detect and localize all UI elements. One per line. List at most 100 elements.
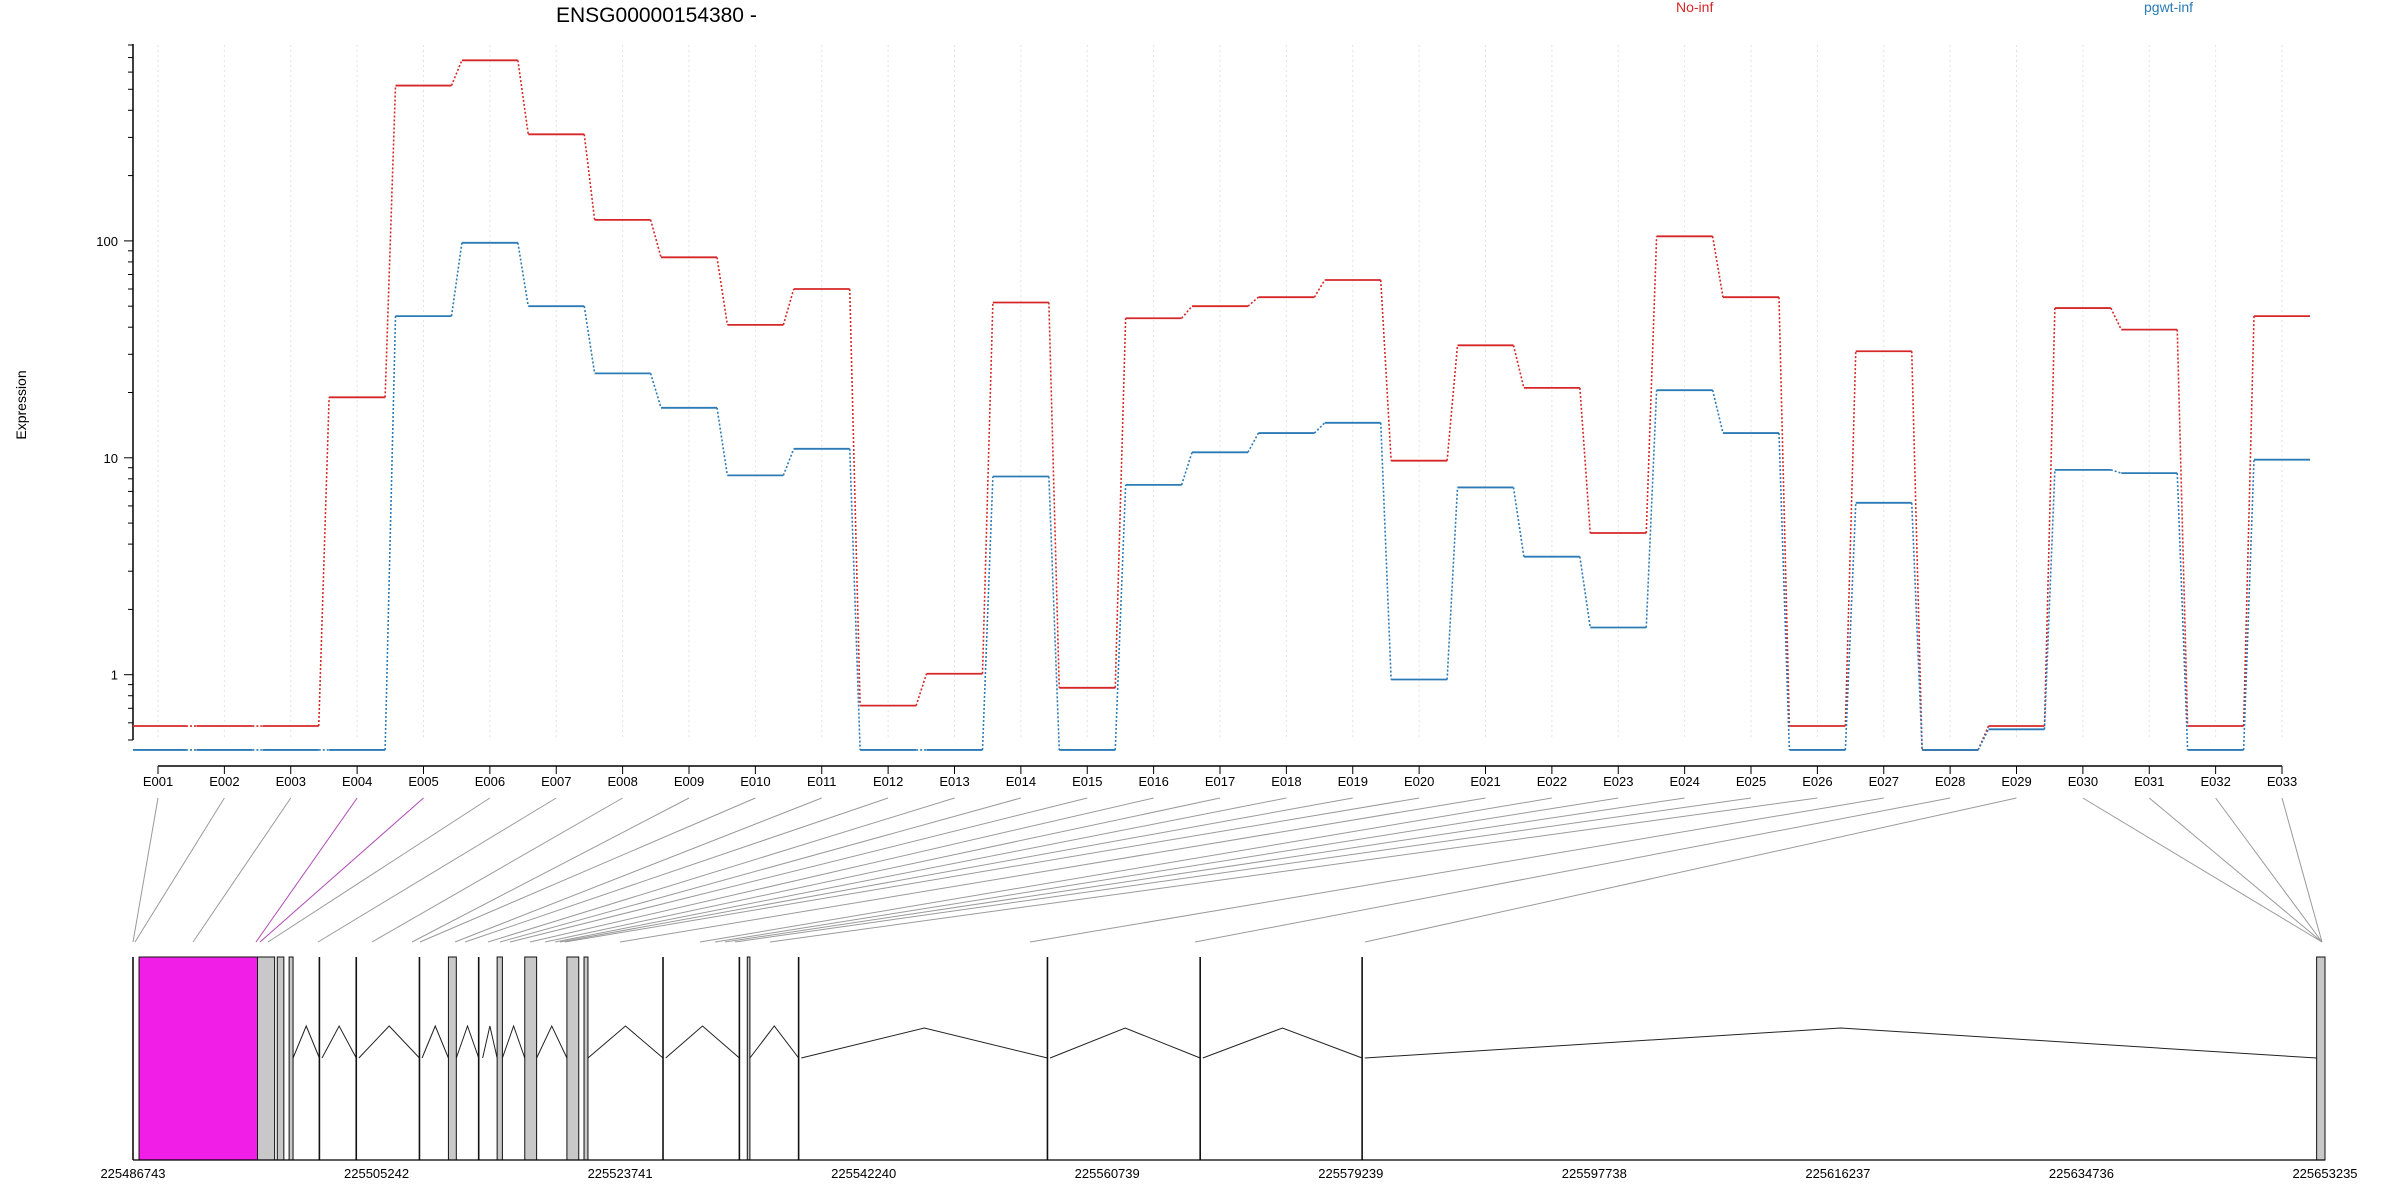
- series-connector: [384, 85, 397, 398]
- intron: [1364, 1027, 2317, 1059]
- exon-link-E032: [2215, 797, 2323, 943]
- exon-link-E011: [454, 797, 822, 943]
- series-connector: [848, 288, 861, 706]
- exon-link-E031: [2148, 797, 2323, 943]
- series-connector: [782, 448, 795, 476]
- exon-box: [276, 956, 285, 1161]
- exon-link-E028: [1194, 797, 1951, 943]
- series-connector: [1579, 556, 1592, 628]
- x-tick-label: E009: [674, 774, 704, 789]
- series-connector: [1645, 236, 1658, 534]
- x-tick-label: E014: [1006, 774, 1036, 789]
- x-tick-label: E022: [1537, 774, 1567, 789]
- x-tick-label: E025: [1736, 774, 1766, 789]
- series-connector: [517, 60, 530, 135]
- exon-box: [566, 956, 580, 1161]
- legend-no-inf: No-inf: [1676, 0, 1713, 15]
- x-tick-label: E004: [342, 774, 372, 789]
- exon-link-E015: [509, 797, 1088, 943]
- legend-pgwt-inf: pgwt-inf: [2144, 0, 2193, 15]
- exon-link-E027: [1029, 797, 1884, 943]
- exon-link-E017: [544, 797, 1221, 943]
- exon-link-E002: [134, 797, 225, 943]
- series-connector: [2043, 308, 2056, 727]
- genomic-tick-label: 225542240: [831, 1166, 896, 1181]
- x-tick-label: E003: [276, 774, 306, 789]
- series-lines: [133, 59, 2310, 751]
- x-tick-label: E031: [2134, 774, 2164, 789]
- y-tick-label: 1: [111, 668, 118, 683]
- intron: [749, 1025, 800, 1059]
- series-connector: [450, 242, 463, 317]
- exon-link-E022: [699, 797, 1552, 943]
- exon-link-E010: [419, 797, 756, 943]
- x-tick-label: E033: [2267, 774, 2297, 789]
- exon-box: [447, 956, 457, 1161]
- series-connector: [1048, 302, 1061, 688]
- series-connector: [1778, 297, 1791, 727]
- series-connector: [1910, 351, 1923, 750]
- x-tick-label: E002: [209, 774, 239, 789]
- genomic-tick-label: 225653235: [2292, 1166, 2357, 1181]
- series-connector: [2242, 459, 2255, 750]
- grid-lines: [157, 45, 2283, 740]
- series-connector: [517, 242, 530, 307]
- series-connector: [1247, 432, 1260, 453]
- series-connector: [649, 373, 662, 409]
- genomic-tick-label: 225579239: [1318, 1166, 1383, 1181]
- series-connector: [782, 288, 795, 326]
- exon-link-E020: [564, 797, 1420, 943]
- exon-box: [257, 956, 276, 1161]
- series-connector: [450, 60, 463, 86]
- series-connector: [2176, 329, 2189, 727]
- exon-box: [2316, 956, 2326, 1161]
- series-connector: [2110, 469, 2122, 474]
- exon-box: [746, 956, 751, 1161]
- x-tick-label: E032: [2200, 774, 2230, 789]
- exon-link-E013: [487, 797, 955, 943]
- series-connector: [1579, 387, 1592, 534]
- series-connector: [2043, 469, 2056, 730]
- x-tick-label: E008: [607, 774, 637, 789]
- exon-box: [288, 956, 294, 1161]
- series-connector: [2110, 307, 2122, 330]
- x-tick-label: E027: [1869, 774, 1899, 789]
- genomic-tick-label: 225523741: [588, 1166, 653, 1181]
- exon-box: [524, 956, 538, 1161]
- exon-link-E005: [259, 797, 424, 943]
- series-connector: [1977, 728, 1990, 751]
- y-axis-label: Expression: [13, 370, 29, 439]
- exon-box: [496, 956, 503, 1161]
- series-connector: [716, 257, 729, 325]
- axes: 1 10 100 E001 E002 E003 E004 E005 E006 E007 E008 E0…: [96, 44, 2297, 789]
- series-connector: [1313, 422, 1326, 434]
- x-tick-label: E012: [873, 774, 903, 789]
- genomic-tick-label: 225560739: [1075, 1166, 1140, 1181]
- exon-link-E019: [559, 797, 1353, 943]
- intron: [321, 1024, 357, 1059]
- intron: [358, 1025, 420, 1059]
- intron: [421, 1024, 449, 1059]
- exon-link-E033: [2281, 797, 2323, 943]
- series-connector: [1446, 487, 1459, 680]
- gene-model: 225486743 225505242 225523741 225542240 2255…: [100, 797, 2358, 1181]
- series-pgwt-inf: [133, 241, 2310, 751]
- exon-link-E001: [132, 797, 159, 943]
- x-tick-label: E016: [1138, 774, 1168, 789]
- genomic-tick-label: 225616237: [1805, 1166, 1870, 1181]
- series-connector: [716, 407, 729, 476]
- intron: [536, 1024, 568, 1059]
- intron: [1202, 1027, 1363, 1059]
- series-connector: [1313, 279, 1326, 298]
- series-connector: [1910, 502, 1923, 750]
- series-connector: [1114, 318, 1127, 688]
- x-tick-label: E011: [807, 774, 836, 789]
- x-tick-label: E030: [2068, 774, 2098, 789]
- series-connector: [384, 316, 397, 750]
- exon-link-E021: [619, 797, 1486, 943]
- exon-link-E026: [769, 797, 1818, 943]
- series-connector: [1114, 484, 1127, 750]
- series-connector: [1512, 487, 1525, 557]
- intron: [482, 1025, 498, 1059]
